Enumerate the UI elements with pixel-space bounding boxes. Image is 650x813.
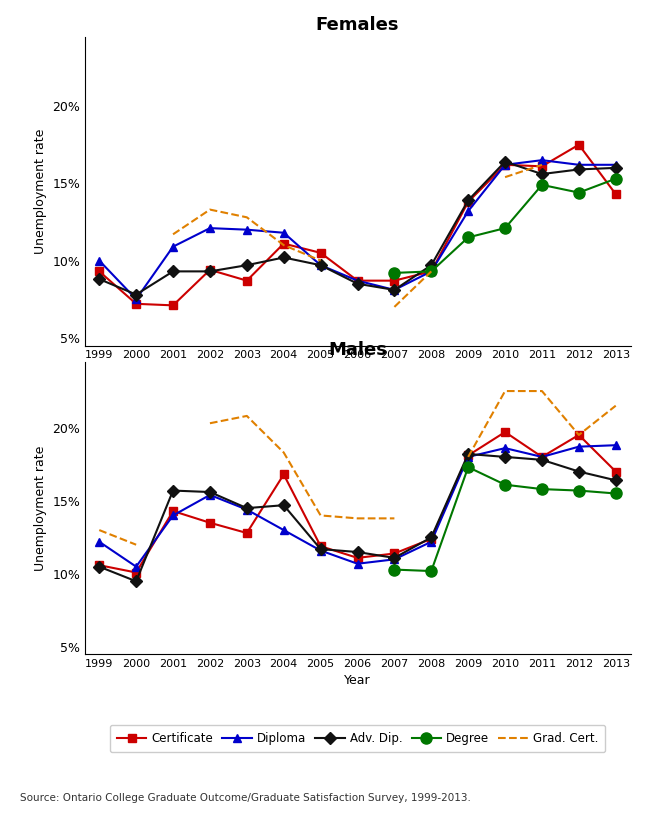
X-axis label: Year: Year <box>344 365 370 378</box>
Legend: Certificate, Diploma, Adv. Dip., Degree, Grad. Cert.: Certificate, Diploma, Adv. Dip., Degree,… <box>110 724 605 752</box>
Title: Males: Males <box>328 341 387 359</box>
X-axis label: Year: Year <box>344 674 370 687</box>
Title: Females: Females <box>316 15 399 33</box>
Y-axis label: Unemployment rate: Unemployment rate <box>34 128 47 254</box>
Y-axis label: Unemployment rate: Unemployment rate <box>34 446 47 571</box>
Text: Source: Ontario College Graduate Outcome/Graduate Satisfaction Survey, 1999-2013: Source: Ontario College Graduate Outcome… <box>20 793 471 803</box>
